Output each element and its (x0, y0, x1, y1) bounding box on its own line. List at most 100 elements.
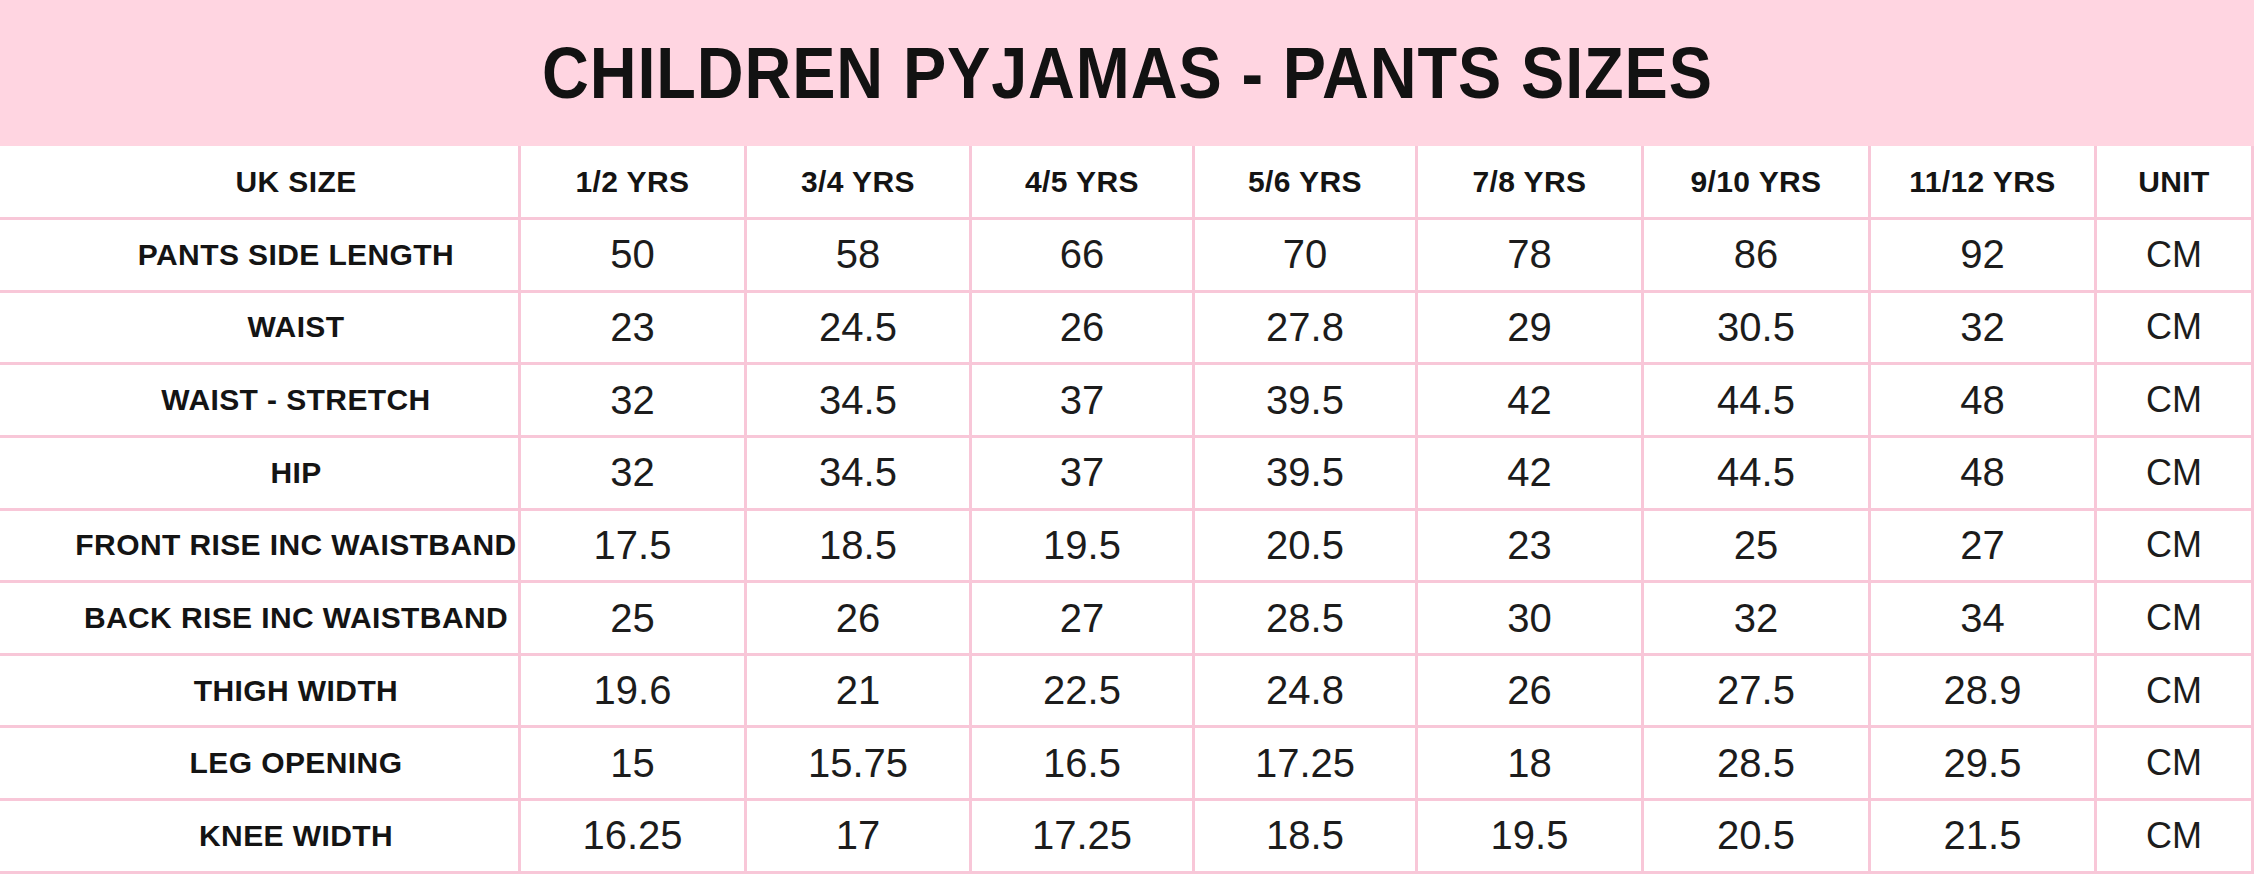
table-cell: 21 (747, 656, 972, 729)
table-row-waist: WAIST 23 24.5 26 27.8 29 30.5 32 CM (0, 293, 2254, 366)
table-cell: 19.5 (972, 511, 1195, 584)
table-cell: 26 (747, 583, 972, 656)
table-row-leg-opening: LEG OPENING 15 15.75 16.5 17.25 18 28.5 … (0, 728, 2254, 801)
table-cell: 25 (521, 583, 747, 656)
table-cell: 39.5 (1195, 438, 1418, 511)
table-cell: 19.5 (1418, 801, 1644, 874)
table-header-row: UK SIZE 1/2 YRS 3/4 YRS 4/5 YRS 5/6 YRS … (0, 146, 2254, 220)
column-header-3-4-yrs: 3/4 YRS (747, 146, 972, 220)
table-cell: 27.8 (1195, 293, 1418, 366)
unit-cell: CM (2097, 220, 2254, 293)
table-cell: 17.5 (521, 511, 747, 584)
table-cell: 16.5 (972, 728, 1195, 801)
row-label: WAIST (0, 293, 521, 366)
column-header-9-10-yrs: 9/10 YRS (1644, 146, 1871, 220)
table-cell: 32 (1644, 583, 1871, 656)
table-cell: 32 (1871, 293, 2097, 366)
table-cell: 78 (1418, 220, 1644, 293)
table-cell: 32 (521, 438, 747, 511)
table-cell: 17 (747, 801, 972, 874)
table-cell: 26 (972, 293, 1195, 366)
table-cell: 28.9 (1871, 656, 2097, 729)
table-row-pants-side-length: PANTS SIDE LENGTH 50 58 66 70 78 86 92 C… (0, 220, 2254, 293)
unit-cell: CM (2097, 583, 2254, 656)
table-cell: 44.5 (1644, 438, 1871, 511)
table-cell: 50 (521, 220, 747, 293)
row-label: LEG OPENING (0, 728, 521, 801)
table-cell: 20.5 (1195, 511, 1418, 584)
table-cell: 34.5 (747, 365, 972, 438)
table-cell: 18 (1418, 728, 1644, 801)
column-header-unit: UNIT (2097, 146, 2254, 220)
table-cell: 48 (1871, 438, 2097, 511)
table-cell: 18.5 (1195, 801, 1418, 874)
table-cell: 34 (1871, 583, 2097, 656)
table-cell: 27 (972, 583, 1195, 656)
unit-cell: CM (2097, 801, 2254, 874)
table-cell: 86 (1644, 220, 1871, 293)
unit-cell: CM (2097, 511, 2254, 584)
table-cell: 24.8 (1195, 656, 1418, 729)
table-cell: 23 (521, 293, 747, 366)
table-cell: 15.75 (747, 728, 972, 801)
table-cell: 48 (1871, 365, 2097, 438)
table-row-thigh-width: THIGH WIDTH 19.6 21 22.5 24.8 26 27.5 28… (0, 656, 2254, 729)
table-cell: 28.5 (1644, 728, 1871, 801)
column-header-4-5-yrs: 4/5 YRS (972, 146, 1195, 220)
table-cell: 15 (521, 728, 747, 801)
size-table: UK SIZE 1/2 YRS 3/4 YRS 4/5 YRS 5/6 YRS … (0, 146, 2254, 874)
table-cell: 29 (1418, 293, 1644, 366)
table-cell: 17.25 (972, 801, 1195, 874)
column-header-1-2-yrs: 1/2 YRS (521, 146, 747, 220)
row-label: KNEE WIDTH (0, 801, 521, 874)
column-header-7-8-yrs: 7/8 YRS (1418, 146, 1644, 220)
table-cell: 19.6 (521, 656, 747, 729)
title-banner: CHILDREN PYJAMAS - PANTS SIZES (0, 0, 2254, 146)
table-cell: 24.5 (747, 293, 972, 366)
table-cell: 21.5 (1871, 801, 2097, 874)
table-cell: 39.5 (1195, 365, 1418, 438)
table-cell: 22.5 (972, 656, 1195, 729)
unit-cell: CM (2097, 656, 2254, 729)
table-cell: 42 (1418, 365, 1644, 438)
unit-cell: CM (2097, 438, 2254, 511)
table-cell: 66 (972, 220, 1195, 293)
unit-cell: CM (2097, 728, 2254, 801)
row-label: THIGH WIDTH (0, 656, 521, 729)
table-row-back-rise: BACK RISE INC WAISTBAND 25 26 27 28.5 30… (0, 583, 2254, 656)
table-cell: 27.5 (1644, 656, 1871, 729)
table-cell: 30 (1418, 583, 1644, 656)
table-cell: 44.5 (1644, 365, 1871, 438)
row-label: WAIST - STRETCH (0, 365, 521, 438)
table-row-hip: HIP 32 34.5 37 39.5 42 44.5 48 CM (0, 438, 2254, 511)
table-cell: 32 (521, 365, 747, 438)
table-cell: 34.5 (747, 438, 972, 511)
row-label: BACK RISE INC WAISTBAND (0, 583, 521, 656)
table-row-knee-width: KNEE WIDTH 16.25 17 17.25 18.5 19.5 20.5… (0, 801, 2254, 874)
table-cell: 58 (747, 220, 972, 293)
table-cell: 25 (1644, 511, 1871, 584)
table-cell: 18.5 (747, 511, 972, 584)
table-cell: 20.5 (1644, 801, 1871, 874)
table-cell: 92 (1871, 220, 2097, 293)
row-label: PANTS SIDE LENGTH (0, 220, 521, 293)
table-cell: 37 (972, 365, 1195, 438)
table-cell: 23 (1418, 511, 1644, 584)
table-row-front-rise: FRONT RISE INC WAISTBAND 17.5 18.5 19.5 … (0, 511, 2254, 584)
table-cell: 28.5 (1195, 583, 1418, 656)
table-cell: 37 (972, 438, 1195, 511)
table-cell: 42 (1418, 438, 1644, 511)
column-header-uk-size: UK SIZE (0, 146, 521, 220)
page-title: CHILDREN PYJAMAS - PANTS SIZES (542, 32, 1713, 114)
table-row-waist-stretch: WAIST - STRETCH 32 34.5 37 39.5 42 44.5 … (0, 365, 2254, 438)
table-cell: 26 (1418, 656, 1644, 729)
page: CHILDREN PYJAMAS - PANTS SIZES UK SIZE 1… (0, 0, 2254, 887)
column-header-5-6-yrs: 5/6 YRS (1195, 146, 1418, 220)
column-header-11-12-yrs: 11/12 YRS (1871, 146, 2097, 220)
table-cell: 29.5 (1871, 728, 2097, 801)
table-cell: 27 (1871, 511, 2097, 584)
table-cell: 16.25 (521, 801, 747, 874)
table-cell: 30.5 (1644, 293, 1871, 366)
unit-cell: CM (2097, 293, 2254, 366)
unit-cell: CM (2097, 365, 2254, 438)
